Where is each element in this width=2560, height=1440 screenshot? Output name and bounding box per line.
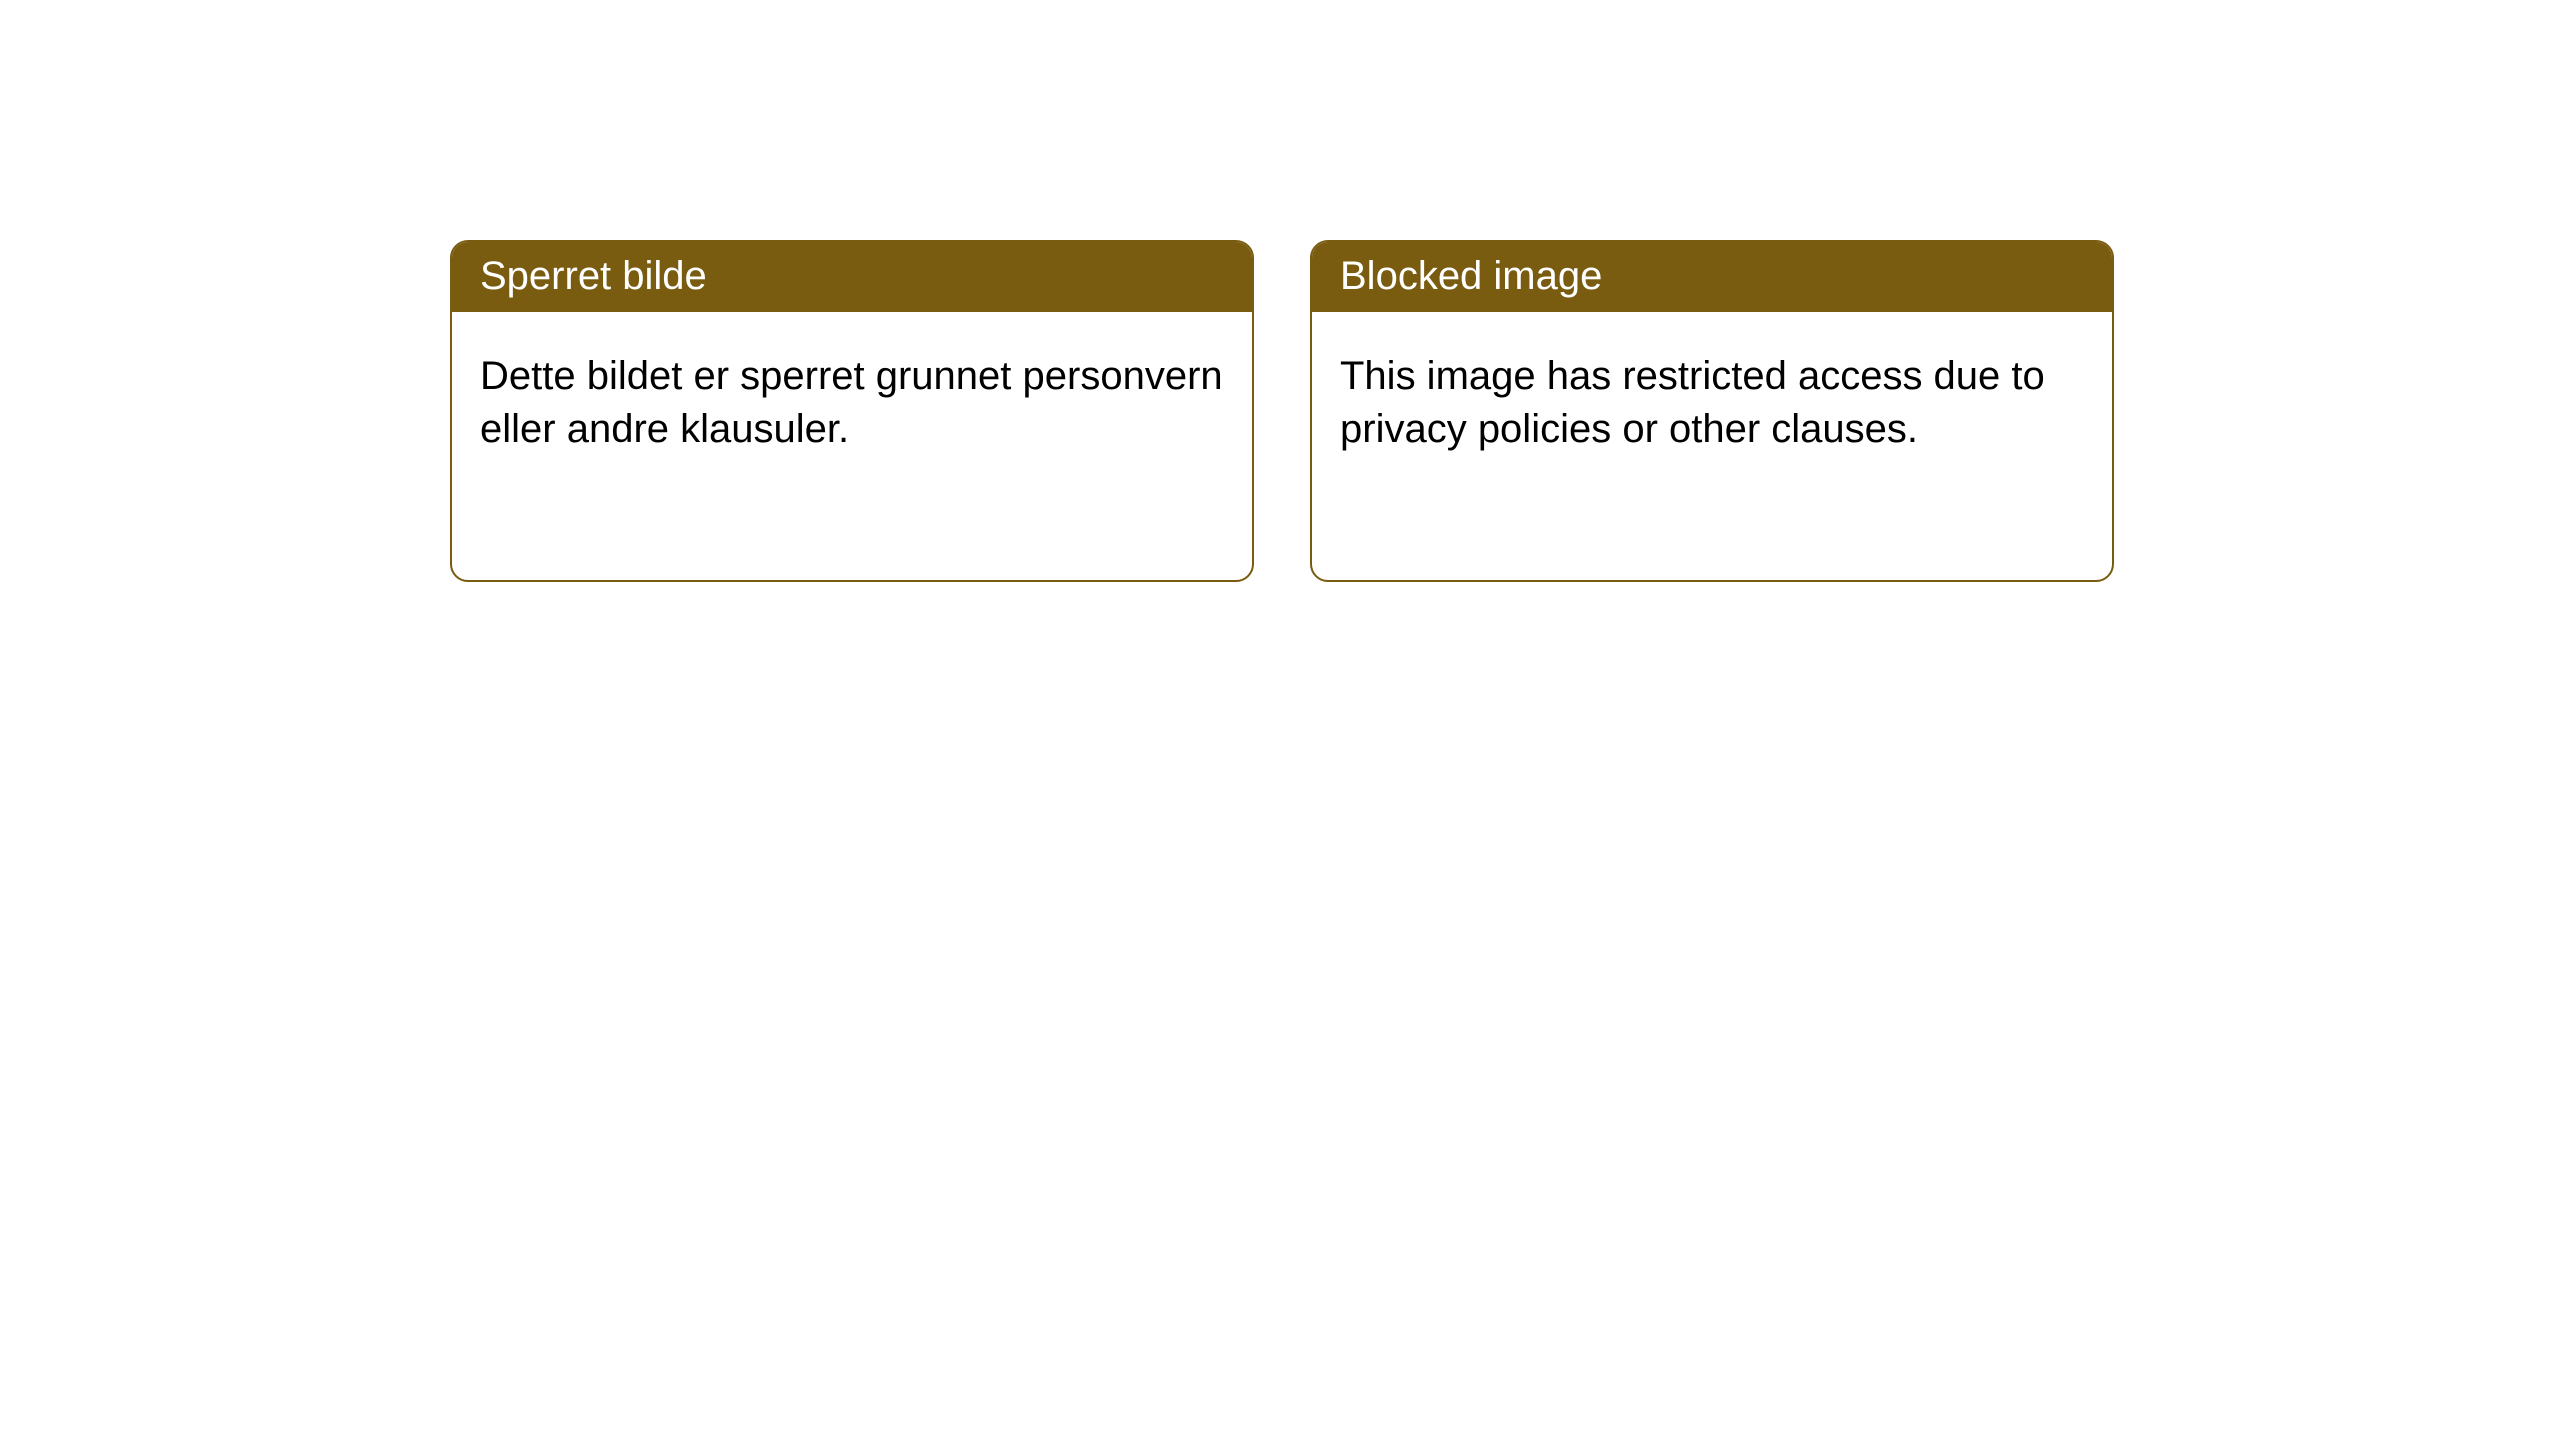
notice-card-header: Sperret bilde bbox=[452, 242, 1252, 312]
notice-body-text: Dette bildet er sperret grunnet personve… bbox=[480, 350, 1224, 456]
notice-card-norwegian: Sperret bilde Dette bildet er sperret gr… bbox=[450, 240, 1254, 582]
notice-header-text: Sperret bilde bbox=[480, 254, 707, 298]
notice-card-english: Blocked image This image has restricted … bbox=[1310, 240, 2114, 582]
notice-card-body: Dette bildet er sperret grunnet personve… bbox=[452, 312, 1252, 580]
notice-card-header: Blocked image bbox=[1312, 242, 2112, 312]
notice-container: Sperret bilde Dette bildet er sperret gr… bbox=[0, 0, 2560, 582]
notice-card-body: This image has restricted access due to … bbox=[1312, 312, 2112, 580]
notice-body-text: This image has restricted access due to … bbox=[1340, 350, 2084, 456]
notice-header-text: Blocked image bbox=[1340, 254, 1602, 298]
